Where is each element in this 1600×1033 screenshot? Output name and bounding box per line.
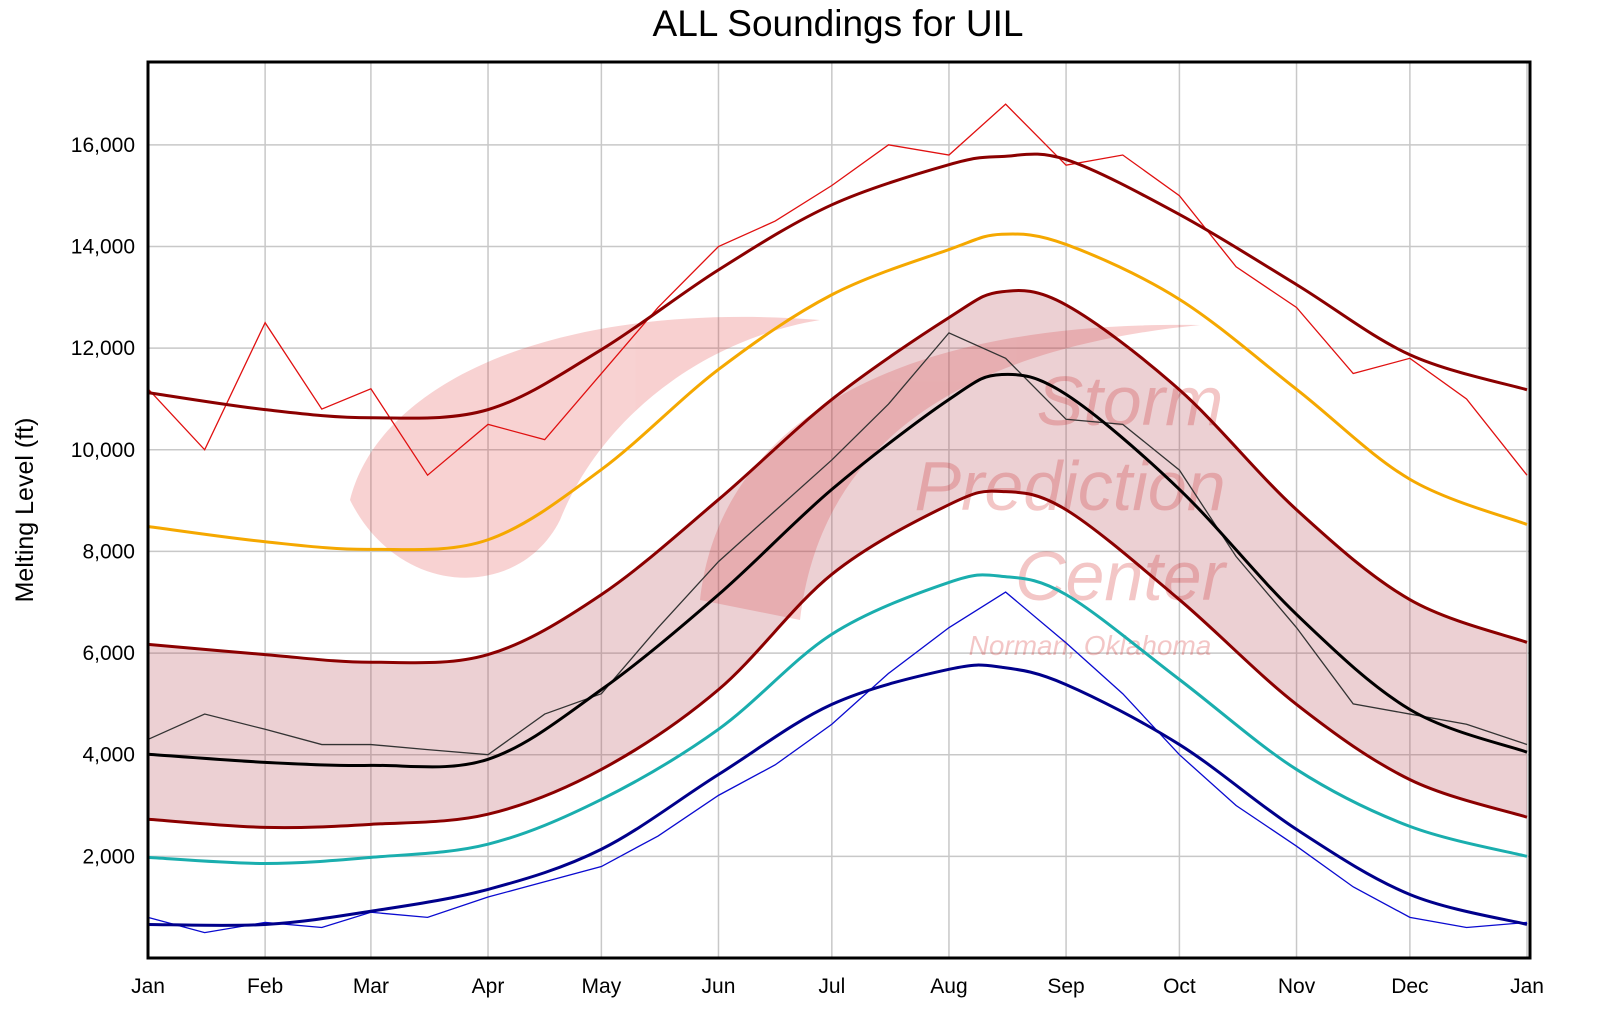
y-tick-label: 12,000 <box>71 337 135 360</box>
plot-frame <box>146 60 1532 960</box>
x-tick-label: Nov <box>1278 975 1316 998</box>
x-tick-label: Jun <box>702 975 736 998</box>
x-tick-label: Jul <box>818 975 845 998</box>
x-tick-label: Jan <box>131 975 165 998</box>
series-daily-mean <box>147 332 1528 756</box>
y-tick-label: 2,000 <box>82 845 135 868</box>
chart-title: ALL Soundings for UIL <box>653 3 1024 44</box>
y-tick-label: 14,000 <box>71 235 135 258</box>
y-tick-label: 6,000 <box>82 642 135 665</box>
series-mean <box>147 372 1528 769</box>
x-tick-label: Feb <box>247 975 283 998</box>
series-cyan <box>147 573 1528 865</box>
y-tick-label: 4,000 <box>82 744 135 767</box>
x-axis: Jan Feb Mar Apr May Jun Jul Aug Sep Oct Nov Dec Jan <box>131 975 1544 998</box>
x-tick-label: Oct <box>1163 975 1196 998</box>
series-band-upper <box>147 289 1528 665</box>
y-tick-label: 10,000 <box>71 439 135 462</box>
series-band-lower <box>147 489 1528 830</box>
x-tick-label: Jan <box>1510 975 1544 998</box>
series-orange <box>147 232 1528 552</box>
x-tick-label: Mar <box>353 975 389 998</box>
y-tick-label: 16,000 <box>71 134 135 157</box>
chart-marks <box>147 103 1528 934</box>
x-tick-label: Aug <box>930 975 967 998</box>
x-tick-label: Sep <box>1047 975 1084 998</box>
shaded-band <box>148 290 1527 828</box>
y-axis-label: Melting Level (ft) <box>11 418 39 603</box>
grid <box>147 62 1530 958</box>
series-daily-max <box>147 103 1528 477</box>
x-tick-label: Apr <box>472 975 505 998</box>
x-tick-label: May <box>582 975 622 998</box>
series-smoothed-max <box>147 152 1528 420</box>
y-tick-label: 8,000 <box>82 540 135 563</box>
svg-text:Norman, Oklahoma: Norman, Oklahoma <box>969 630 1212 661</box>
series-smoothed-min <box>147 663 1528 927</box>
y-axis: 2,000 4,000 6,000 8,000 10,000 12,000 14,000 16… <box>71 134 135 869</box>
x-tick-label: Dec <box>1391 975 1428 998</box>
